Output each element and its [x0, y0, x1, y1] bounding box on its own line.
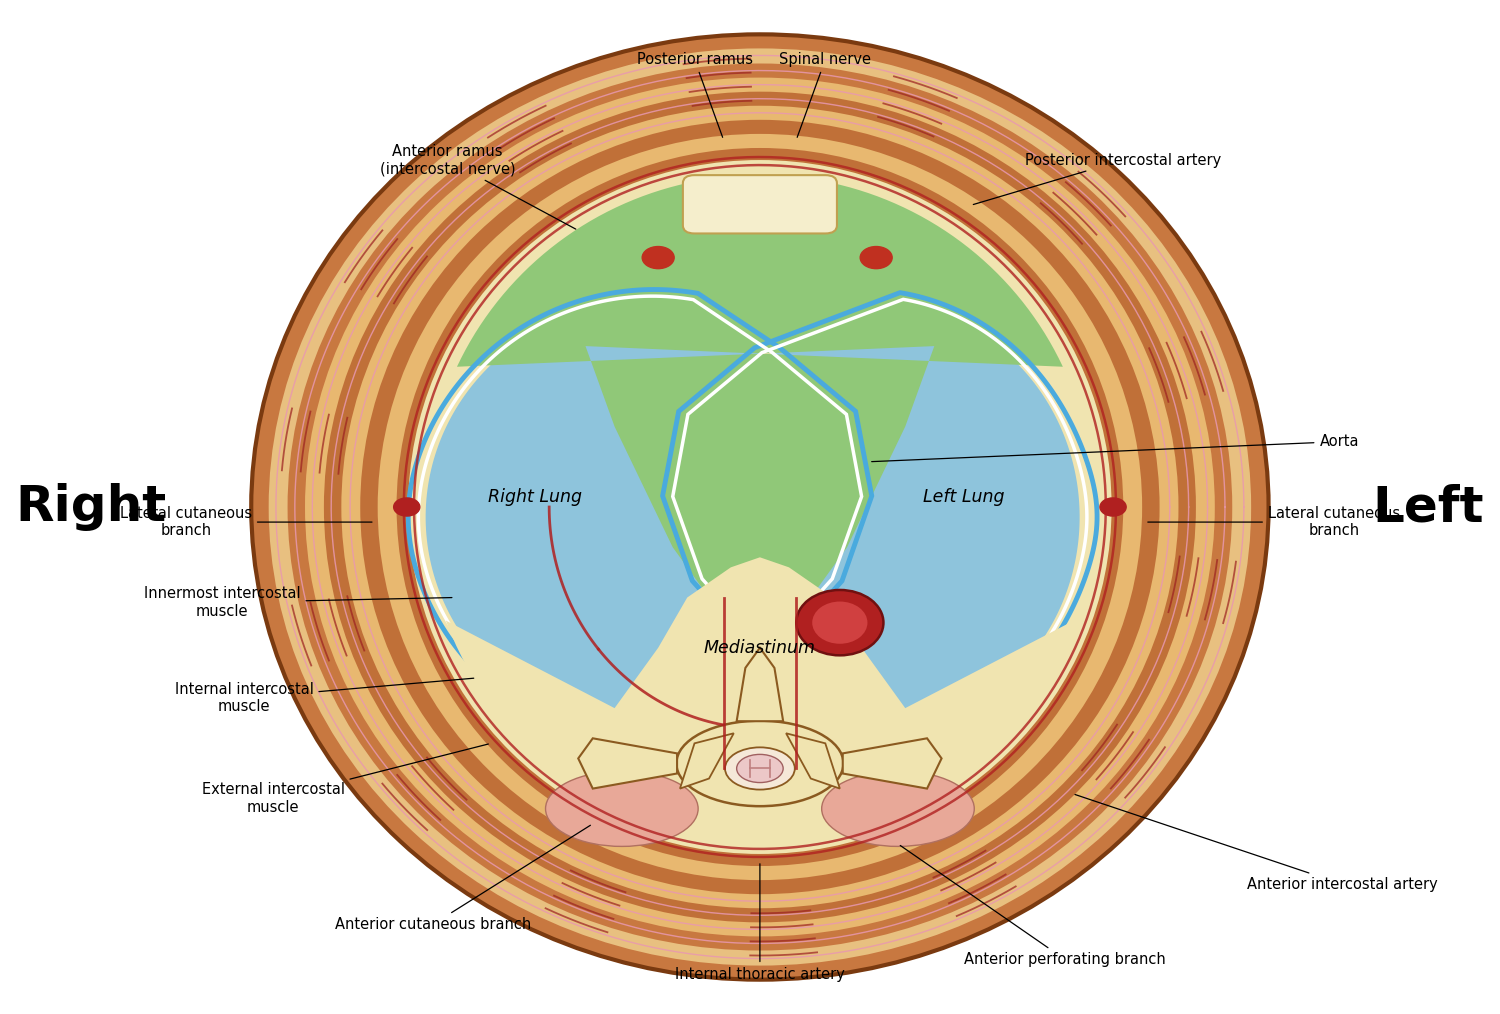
Ellipse shape [342, 105, 1179, 909]
Ellipse shape [268, 49, 1251, 965]
Text: Internal thoracic artery: Internal thoracic artery [675, 864, 844, 983]
Ellipse shape [822, 771, 975, 847]
Text: Innermost intercostal
muscle: Innermost intercostal muscle [144, 586, 452, 619]
Text: Lateral cutaneous
branch: Lateral cutaneous branch [1148, 506, 1400, 538]
Ellipse shape [812, 601, 867, 644]
Polygon shape [578, 738, 676, 789]
Polygon shape [446, 558, 1074, 839]
Ellipse shape [736, 754, 783, 783]
Polygon shape [786, 733, 840, 789]
Text: Anterior perforating branch: Anterior perforating branch [900, 846, 1166, 967]
Ellipse shape [676, 721, 843, 806]
Text: Right: Right [16, 483, 166, 531]
Text: External intercostal
muscle: External intercostal muscle [201, 744, 489, 815]
Ellipse shape [251, 34, 1269, 980]
Circle shape [1100, 498, 1126, 516]
Circle shape [393, 498, 420, 516]
Text: Mediastinum: Mediastinum [704, 639, 816, 657]
Polygon shape [736, 648, 783, 721]
Circle shape [859, 246, 892, 269]
Ellipse shape [546, 771, 698, 847]
Ellipse shape [360, 120, 1160, 894]
Text: Aorta: Aorta [871, 434, 1359, 461]
FancyBboxPatch shape [682, 175, 837, 233]
Polygon shape [458, 175, 1064, 587]
Text: Anterior ramus
(intercostal nerve): Anterior ramus (intercostal nerve) [380, 144, 576, 229]
Polygon shape [680, 733, 734, 789]
Ellipse shape [796, 590, 883, 655]
Polygon shape [426, 301, 855, 733]
Ellipse shape [304, 78, 1215, 936]
Polygon shape [680, 304, 1080, 730]
Text: Lateral cutaneous
branch: Lateral cutaneous branch [120, 506, 372, 538]
Text: Anterior cutaneous branch: Anterior cutaneous branch [334, 825, 591, 932]
Ellipse shape [408, 160, 1112, 854]
Ellipse shape [378, 134, 1142, 880]
Ellipse shape [396, 148, 1124, 866]
Ellipse shape [324, 91, 1196, 923]
Circle shape [642, 246, 674, 269]
Text: Spinal nerve: Spinal nerve [780, 52, 871, 137]
Ellipse shape [724, 747, 795, 790]
Text: Posterior ramus: Posterior ramus [636, 52, 753, 137]
Text: Left Lung: Left Lung [922, 488, 1004, 506]
Text: Anterior intercostal artery: Anterior intercostal artery [1076, 795, 1437, 891]
Text: Right Lung: Right Lung [488, 488, 582, 506]
Polygon shape [843, 738, 942, 789]
Ellipse shape [288, 64, 1232, 950]
Text: Posterior intercostal artery: Posterior intercostal artery [974, 152, 1221, 205]
Text: Left: Left [1372, 483, 1484, 531]
Text: Internal intercostal
muscle: Internal intercostal muscle [174, 678, 474, 714]
